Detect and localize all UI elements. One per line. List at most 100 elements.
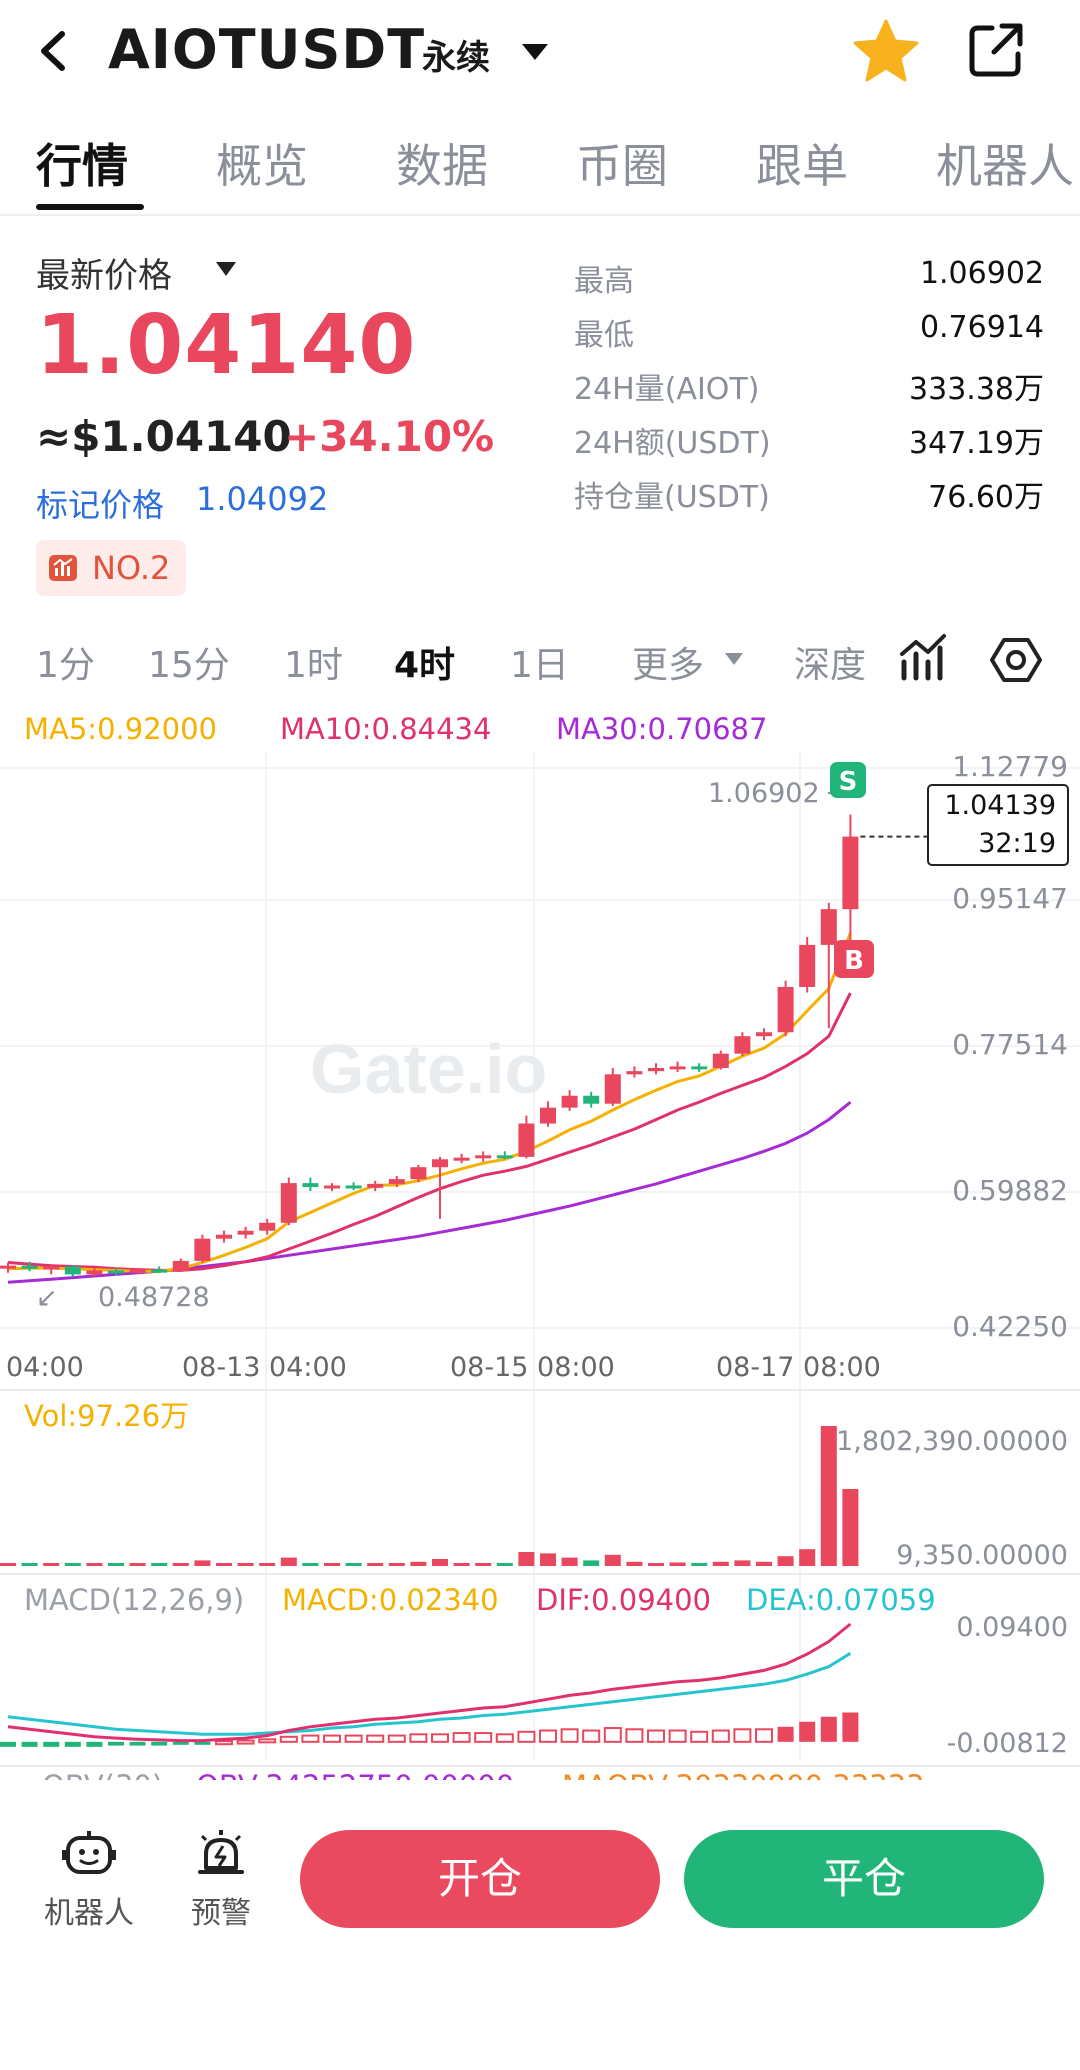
macd-bar [236,1739,255,1745]
candle-body [820,909,837,945]
back-icon[interactable] [30,26,80,76]
volume-bar [0,1563,16,1566]
volume-bar [540,1553,556,1566]
high-annotation: 1.06902 [708,778,820,809]
candle-body [410,1167,427,1180]
interval-1d[interactable]: 1日 [510,645,569,686]
volume-bar [345,1563,362,1566]
price-chart[interactable]: Gate.io 1.12779 0.95147 0.77514 0.59882 … [0,700,1080,1780]
macd-bar [668,1729,687,1743]
interval-1m[interactable]: 1分 [36,645,95,686]
ma5-legend: MA5:0.92000 [24,712,218,746]
caret-down-icon[interactable] [724,652,744,666]
tab-copy-trade[interactable]: 跟单 [756,139,848,193]
volume-bar [453,1563,470,1566]
volume-bar [237,1563,254,1566]
volume-bar [518,1552,535,1566]
contract-type[interactable]: 永续 [422,38,490,78]
candle-body [691,1066,708,1070]
macd-bar [301,1734,320,1743]
volume-bar [583,1560,600,1566]
candle-body [43,1266,60,1270]
tab-community[interactable]: 币圈 [576,139,668,193]
x-tick-label: 08-15 08:00 [450,1352,615,1383]
macd-bottom-label: -0.00812 [947,1728,1068,1759]
stat-row: 持仓量(USDT) 76.60万 [574,472,1044,526]
macd-bar [258,1738,277,1744]
volume-bar [172,1563,189,1566]
macd-legend-value: MACD:0.02340 [282,1583,499,1617]
close-position-button[interactable]: 平仓 [684,1830,1044,1928]
dif-legend: DIF:0.09400 [536,1583,711,1617]
interval-4h[interactable]: 4时 [394,645,456,686]
share-icon[interactable] [966,20,1026,80]
price-type-label[interactable]: 最新价格 [36,256,172,296]
macd-bar [86,1741,103,1747]
interval-bar: 1分 15分 1时 4时 1日 更多 深度 [0,630,1080,690]
volume-legend: Vol:97.26万 [24,1399,189,1433]
candle-body [194,1238,211,1261]
candle-body [756,1032,772,1037]
volume-bar [324,1563,340,1566]
stat-label: 持仓量(USDT) [574,480,770,515]
depth-tab[interactable]: 深度 [794,645,867,686]
alert-entry[interactable]: 预警 [166,1828,276,1932]
macd-lines [7,1622,852,1743]
dea-legend: DEA:0.07059 [746,1583,936,1617]
tab-market[interactable]: 行情 [36,139,128,193]
volume-bar [367,1563,384,1566]
interval-more[interactable]: 更多 [632,645,705,686]
macd-histogram [0,1712,859,1747]
obv-legend-value: OBV:34252750.00000 [196,1769,514,1780]
tab-data[interactable]: 数据 [396,139,488,193]
macd-bar [690,1730,709,1743]
macd-bar [560,1728,579,1743]
robot-entry[interactable]: 机器人 [34,1828,144,1932]
volume-bar [259,1563,276,1566]
volume-bar [756,1561,772,1566]
candles [0,814,859,1277]
indicator-icon[interactable] [896,632,948,684]
stat-label: 24H量(AIOT) [574,372,760,407]
candle-body [216,1234,232,1239]
stat-value: 76.60万 [928,480,1044,515]
tab-overview[interactable]: 概览 [216,139,308,193]
volume-bar [734,1560,751,1566]
macd-bar [387,1734,406,1743]
settings-eye-icon[interactable] [990,636,1042,684]
candle-body [518,1123,535,1157]
macd-bar [733,1728,752,1743]
low-arrow-icon: ↙ [36,1283,58,1313]
caret-down-icon[interactable] [214,260,238,278]
obv-legend-title: OBV(30) [42,1769,163,1780]
candle-body [799,944,816,987]
candle-body [734,1036,751,1054]
open-position-button[interactable]: 开仓 [300,1830,660,1928]
macd-bar [711,1729,730,1743]
stat-label: 最高 [574,264,634,299]
stat-value: 333.38万 [909,372,1044,407]
caret-down-icon[interactable] [520,40,550,64]
interval-1h[interactable]: 1时 [284,645,343,686]
candle-body [86,1270,103,1275]
last-price-tag [927,784,1069,866]
candle-body [129,1269,146,1273]
candle-body [561,1095,578,1108]
stats-panel: 最高 1.06902 最低 0.76914 24H量(AIOT) 333.38万… [574,256,1044,526]
macd-bar [777,1726,794,1742]
volume-bar [129,1563,146,1566]
volume-bar [799,1549,816,1566]
tab-bot[interactable]: 机器人 [936,139,1074,193]
y-tick-label: 0.42250 [952,1310,1068,1343]
star-icon[interactable] [852,18,920,82]
stat-label: 最低 [574,318,634,353]
interval-15m[interactable]: 15分 [148,645,230,686]
macd-bar [820,1716,837,1742]
stat-row: 最高 1.06902 [574,256,1044,310]
candle-body [345,1185,362,1189]
symbol-title[interactable]: AIOTUSDT [108,18,426,81]
macd-bar [323,1734,341,1743]
volume-bar [280,1557,297,1566]
candle-body [669,1066,686,1070]
rank-badge[interactable]: NO.2 [36,540,186,596]
